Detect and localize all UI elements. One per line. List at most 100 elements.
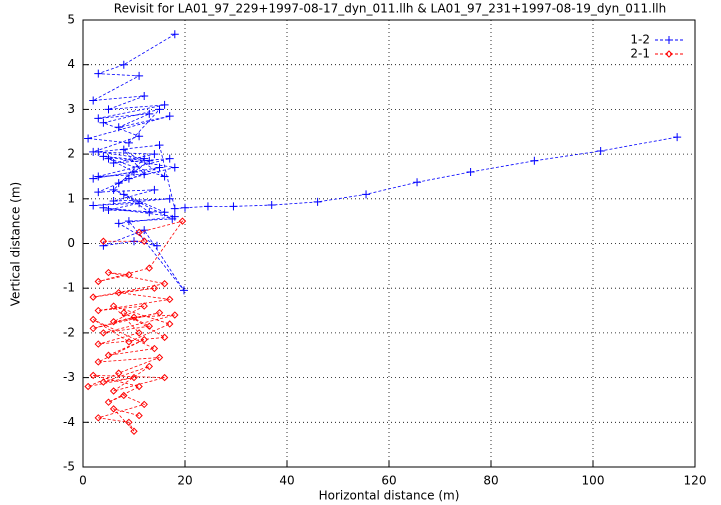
marker <box>99 329 108 337</box>
marker <box>124 217 133 226</box>
marker <box>89 371 97 380</box>
marker <box>120 309 128 317</box>
marker <box>181 203 189 212</box>
marker <box>99 203 108 212</box>
x-tick-label: 20 <box>177 474 192 488</box>
marker <box>109 302 118 310</box>
marker <box>89 174 98 183</box>
marker <box>145 109 154 118</box>
marker <box>89 324 97 333</box>
chart-title: Revisit for LA01_97_229+1997-08-17_dyn_0… <box>114 2 666 16</box>
marker <box>150 344 159 353</box>
marker <box>94 188 103 197</box>
marker <box>94 306 103 315</box>
marker <box>125 338 133 346</box>
marker <box>99 241 108 250</box>
marker <box>170 163 179 172</box>
marker <box>104 205 113 214</box>
x-tick-label: 80 <box>483 474 498 488</box>
marker <box>114 179 123 188</box>
marker <box>109 405 118 413</box>
marker <box>130 167 138 176</box>
marker <box>114 123 123 132</box>
marker <box>178 217 187 225</box>
y-tick-label: 4 <box>67 57 75 71</box>
marker <box>171 311 179 319</box>
x-axis-label: Horizontal distance (m) <box>319 489 460 503</box>
marker <box>135 199 144 208</box>
marker <box>89 96 98 105</box>
marker <box>267 201 276 210</box>
marker <box>125 418 133 427</box>
marker <box>94 172 103 181</box>
marker <box>104 154 113 163</box>
marker <box>170 204 179 213</box>
marker <box>109 185 118 194</box>
x-tick-label: 120 <box>684 474 707 488</box>
marker <box>94 340 103 348</box>
marker <box>94 414 103 422</box>
marker <box>89 315 97 324</box>
legend-label: 1-2 <box>630 33 650 47</box>
marker <box>203 202 212 211</box>
marker <box>140 154 149 163</box>
y-tick-label: -4 <box>63 415 75 429</box>
marker <box>140 91 149 100</box>
marker <box>109 318 118 326</box>
marker <box>466 167 475 176</box>
marker <box>94 277 103 286</box>
y-tick-label: -5 <box>63 460 75 474</box>
marker <box>119 145 128 154</box>
marker <box>114 369 123 377</box>
marker <box>160 333 169 342</box>
marker <box>165 320 174 328</box>
x-tick-label: 60 <box>381 474 396 488</box>
marker <box>155 105 164 114</box>
y-axis-label: Vertical distance (m) <box>9 182 23 306</box>
legend-marker <box>665 50 673 58</box>
marker <box>135 228 143 237</box>
marker <box>104 398 113 406</box>
plot-frame <box>82 19 696 468</box>
marker <box>140 335 148 344</box>
marker <box>150 284 159 292</box>
marker <box>140 237 148 245</box>
y-tick-label: 0 <box>67 236 75 250</box>
marker <box>119 60 128 69</box>
marker <box>130 313 138 321</box>
x-tick-label: 100 <box>582 474 605 488</box>
marker <box>94 114 103 123</box>
marker <box>109 387 118 395</box>
marker <box>104 351 113 359</box>
marker <box>165 194 174 203</box>
marker <box>94 69 103 78</box>
marker <box>135 411 143 420</box>
marker <box>120 391 128 400</box>
marker <box>99 118 108 127</box>
x-tick-label: 0 <box>79 474 87 488</box>
legend-marker <box>665 36 673 44</box>
marker <box>160 280 169 288</box>
marker <box>155 163 164 172</box>
y-tick-label: 5 <box>67 13 75 27</box>
y-tick-label: 2 <box>67 147 75 161</box>
marker <box>140 400 148 409</box>
series-line <box>87 220 184 432</box>
marker <box>145 362 154 371</box>
x-tick-label: 40 <box>279 474 294 488</box>
marker <box>155 309 164 317</box>
marker <box>596 146 605 155</box>
marker <box>168 214 177 223</box>
marker <box>99 152 108 161</box>
marker <box>145 208 154 217</box>
marker <box>130 373 138 382</box>
marker <box>114 288 123 297</box>
marker <box>150 150 159 159</box>
marker <box>135 382 143 391</box>
marker <box>155 141 164 150</box>
marker <box>104 268 113 277</box>
marker <box>99 237 108 245</box>
marker <box>145 156 154 165</box>
marker <box>84 382 92 391</box>
y-tick-label: -3 <box>63 370 75 384</box>
